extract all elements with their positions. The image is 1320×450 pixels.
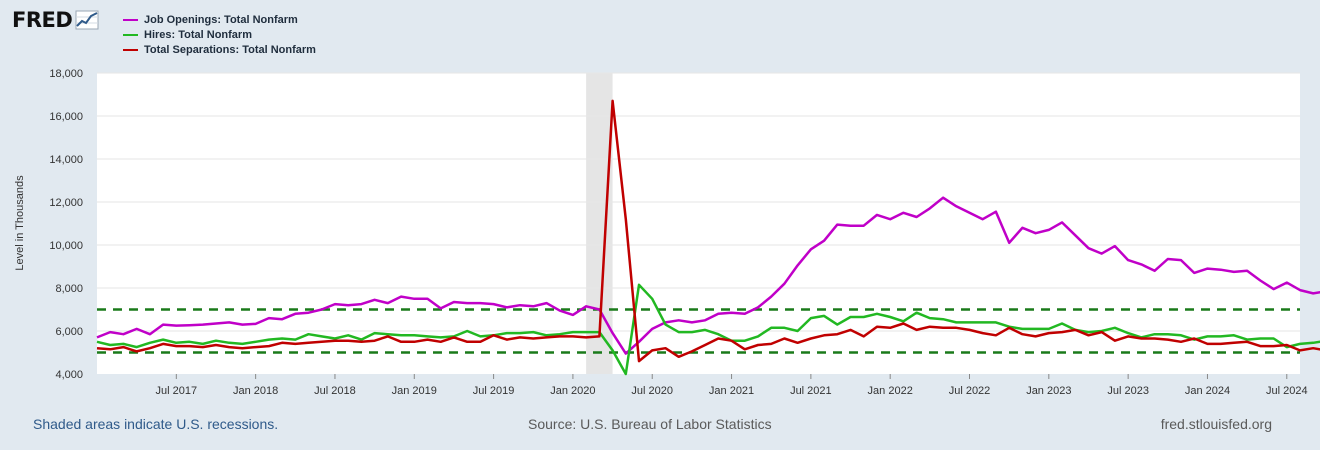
header: FRED Job Openings: Total Nonfarm Hires: …: [0, 0, 1320, 62]
x-tick-label: Jan 2023: [1026, 385, 1071, 397]
legend-label: Job Openings: Total Nonfarm: [144, 13, 298, 26]
legend-swatch: [123, 48, 138, 51]
y-tick-label: 6,000: [55, 326, 83, 338]
legend-label: Total Separations: Total Nonfarm: [144, 43, 316, 56]
reference-lines: [97, 308, 1300, 354]
logo-text: FRED: [12, 8, 73, 32]
series-line: [96, 196, 1320, 355]
x-tick-label: Jul 2018: [314, 385, 356, 397]
y-tick-label: 12,000: [49, 197, 83, 209]
x-tick-label: Jul 2019: [473, 385, 515, 397]
x-tick-label: Jul 2024: [1266, 385, 1308, 397]
x-tick-label: Jan 2024: [1185, 385, 1230, 397]
x-tick-label: Jul 2020: [631, 385, 673, 397]
trend-chart-icon: [75, 10, 99, 35]
recession-note: Shaded areas indicate U.S. recessions.: [33, 416, 279, 432]
y-axis-ticks: 4,000 6,000 8,000 10,000 12,000 14,000 16,000 1…: [49, 68, 83, 381]
y-tick-label: 4,000: [55, 369, 83, 381]
x-tick-label: Jul 2017: [156, 385, 198, 397]
y-tick-label: 8,000: [55, 283, 83, 295]
x-axis-ticks: Jul 2017 Jan 2018 Jul 2018 Jan 2019 Jul 2019…: [156, 374, 1308, 397]
x-tick-label: Jan 2022: [868, 385, 913, 397]
y-tick-label: 16,000: [49, 111, 83, 123]
legend-label: Hires: Total Nonfarm: [144, 28, 252, 41]
x-tick-label: Jul 2022: [949, 385, 991, 397]
site-link[interactable]: fred.stlouisfed.org: [1160, 416, 1272, 432]
series-line: [96, 283, 1320, 376]
legend-item-separations[interactable]: Total Separations: Total Nonfarm: [123, 42, 316, 57]
legend-item-hires[interactable]: Hires: Total Nonfarm: [123, 27, 316, 42]
x-tick-label: Jan 2020: [550, 385, 595, 397]
source-note: Source: U.S. Bureau of Labor Statistics: [528, 416, 772, 432]
legend-swatch: [123, 18, 138, 21]
plot-area: [97, 73, 1300, 374]
x-tick-label: Jul 2023: [1107, 385, 1149, 397]
y-tick-label: 10,000: [49, 240, 83, 252]
y-tick-label: 18,000: [49, 68, 83, 80]
line-chart: 4,000 6,000 8,000 10,000 12,000 14,000 16,000 1…: [14, 68, 1320, 397]
chart-legend: Job Openings: Total Nonfarm Hires: Total…: [123, 12, 316, 57]
series-line: [96, 99, 1320, 363]
x-tick-label: Jan 2018: [233, 385, 278, 397]
y-axis-label: Level in Thousands: [14, 175, 26, 271]
series-lines: [96, 99, 1320, 376]
legend-item-job-openings[interactable]: Job Openings: Total Nonfarm: [123, 12, 316, 27]
fred-logo[interactable]: FRED: [12, 8, 99, 35]
x-tick-label: Jan 2019: [392, 385, 437, 397]
x-tick-label: Jul 2021: [790, 385, 832, 397]
x-tick-label: Jan 2021: [709, 385, 754, 397]
legend-swatch: [123, 33, 138, 36]
y-tick-label: 14,000: [49, 154, 83, 166]
